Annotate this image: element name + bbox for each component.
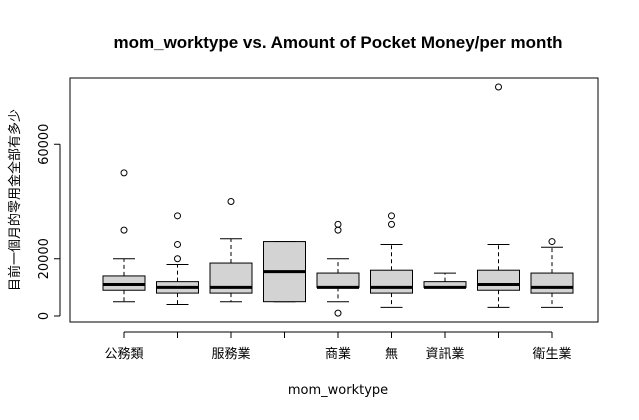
boxes-layer — [102, 83, 574, 317]
outlier-point — [120, 169, 128, 177]
outlier-point — [120, 226, 128, 234]
box-group — [423, 272, 467, 289]
box-group — [477, 83, 520, 308]
chart-title: mom_worktype vs. Amount of Pocket Money/… — [114, 33, 563, 52]
x-axis-label: mom_worktype — [288, 383, 388, 398]
box-group — [102, 169, 146, 303]
outlier-point — [174, 255, 181, 263]
box — [477, 269, 520, 291]
outlier-point — [227, 198, 235, 205]
box — [530, 272, 574, 294]
y-axis-label: 目前一個月的零用金全部有多少 — [7, 109, 23, 291]
x-tick-label: 服務業 — [211, 346, 250, 362]
outlier-point — [388, 212, 395, 220]
box-group — [316, 220, 360, 317]
x-tick-label: 商業 — [325, 346, 351, 362]
box-group — [156, 212, 199, 306]
x-tick-label: 公務類 — [104, 347, 143, 362]
x-tick-label: 衛生業 — [532, 346, 571, 362]
box — [370, 269, 413, 294]
outlier-point — [334, 220, 342, 228]
box-group — [263, 241, 306, 303]
y-tick-label: 0 — [37, 312, 52, 320]
y-tick-label: 20000 — [37, 238, 52, 279]
box-group — [370, 212, 413, 308]
y-axis: 0 20000 60000 — [37, 124, 61, 320]
box — [316, 272, 360, 288]
outlier-point — [174, 240, 181, 248]
x-tick-label: 無 — [385, 347, 398, 362]
outlier-point — [388, 220, 395, 228]
outlier-point — [548, 238, 556, 246]
box-group — [530, 238, 574, 308]
x-axis: 公務類 服務業 商業 無 資訊業 衛生業 — [104, 331, 572, 362]
outlier-point — [334, 309, 342, 317]
x-tick-label: 資訊業 — [425, 346, 464, 362]
box-group — [209, 198, 253, 303]
outlier-point — [174, 212, 181, 220]
plot-frame — [69, 77, 599, 323]
outlier-point — [334, 226, 342, 234]
outlier-point — [495, 83, 502, 91]
y-tick-label: 60000 — [37, 124, 52, 165]
